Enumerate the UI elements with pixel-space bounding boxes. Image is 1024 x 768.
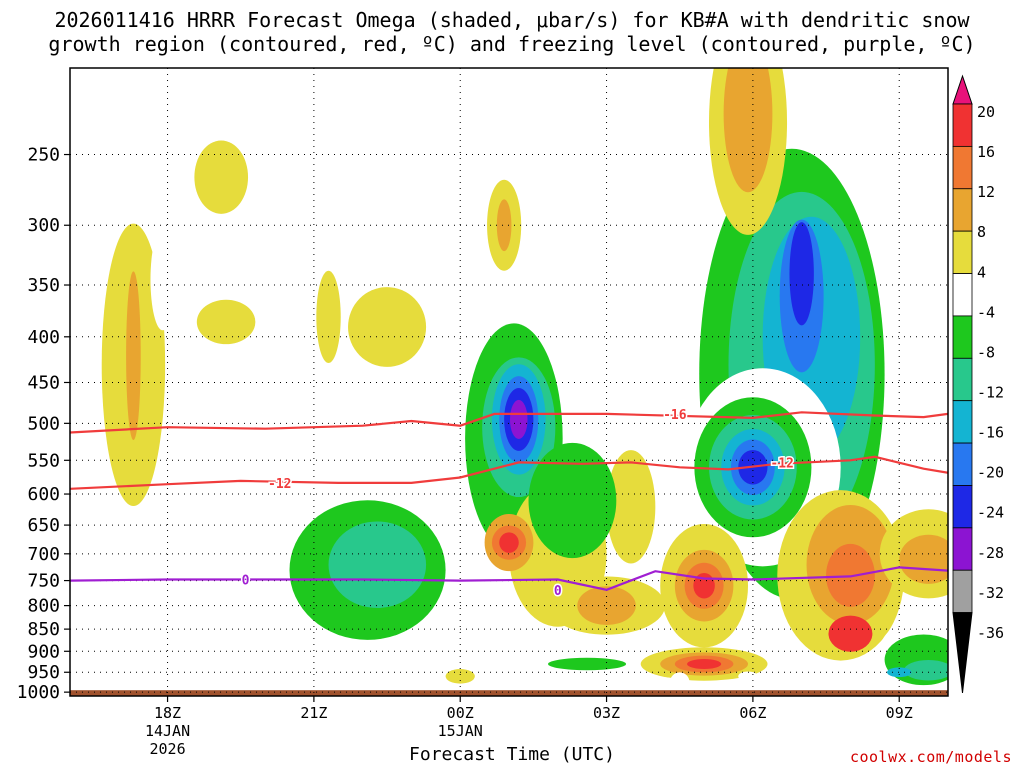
omega-region <box>669 672 690 693</box>
omega-region <box>738 671 758 682</box>
y-tick-label: 750 <box>27 571 60 592</box>
colorbar-swatch <box>952 527 973 571</box>
omega-region <box>445 669 475 684</box>
omega-region <box>496 199 512 252</box>
colorbar-swatch <box>952 569 973 614</box>
omega-region <box>899 534 948 584</box>
x-tick-label: 18Z <box>154 704 181 722</box>
omega-region <box>499 532 519 553</box>
omega-region <box>548 657 627 671</box>
colorbar-label: 12 <box>977 183 995 201</box>
y-tick-label: 950 <box>27 662 60 683</box>
x-tick-label: 06Z <box>739 704 766 722</box>
colorbar-swatch <box>952 273 973 317</box>
y-tick-label: 300 <box>27 215 60 236</box>
colorbar-label: 4 <box>977 263 986 281</box>
y-tick-label: 500 <box>27 413 60 434</box>
colorbar-label: -24 <box>977 504 1004 522</box>
colorbar-label: -12 <box>977 384 1004 402</box>
ground-surface <box>70 690 948 696</box>
y-tick-label: 900 <box>27 641 60 662</box>
contour-label: 0 <box>554 584 562 599</box>
colorbar-label: 8 <box>977 223 986 241</box>
omega-region <box>904 659 948 681</box>
y-tick-label: 1000 <box>17 682 60 703</box>
omega-region <box>528 674 685 691</box>
contour-line-minus16 <box>70 411 948 434</box>
y-tick-label: 550 <box>27 450 60 471</box>
x-tick-label: 2026 <box>149 740 185 758</box>
omega-region <box>887 667 912 678</box>
colorbar-swatch <box>952 442 973 486</box>
colorbar-swatch <box>952 485 973 529</box>
contour-label: 0 <box>242 574 250 589</box>
contour-label: -16 <box>663 408 687 423</box>
contour-line-minus12 <box>70 455 948 490</box>
colorbar-swatch <box>952 103 973 147</box>
contour-label: -12 <box>268 477 291 492</box>
omega-region <box>196 299 256 345</box>
omega-region <box>328 521 427 609</box>
omega-region <box>316 270 341 364</box>
colorbar-swatch <box>952 230 973 274</box>
omega-region <box>528 442 617 559</box>
omega-region <box>723 68 773 193</box>
omega-region <box>606 450 656 564</box>
x-axis-title: Forecast Time (UTC) <box>409 744 615 765</box>
omega-region <box>687 658 722 670</box>
colorbar-label: 20 <box>977 103 995 121</box>
omega-region <box>126 271 141 441</box>
y-tick-label: 700 <box>27 544 60 565</box>
x-tick-label: 00Z <box>447 704 474 722</box>
omega-region <box>194 140 249 214</box>
x-tick-label: 03Z <box>593 704 620 722</box>
colorbar-label: -8 <box>977 343 995 361</box>
omega-shading <box>70 68 948 696</box>
chart-title-line-2: growth region (contoured, red, ºC) and f… <box>48 32 976 56</box>
colorbar-label: -28 <box>977 544 1004 562</box>
omega-region <box>577 586 636 626</box>
y-tick-label: 850 <box>27 619 60 640</box>
x-tick-label: 21Z <box>300 704 327 722</box>
contour-line-0 <box>70 566 948 591</box>
omega-region <box>459 139 471 311</box>
colorbar: 20 16 12 8 4 -4 -8 -12 -16 -20 -24 -28 -32 -36 <box>952 74 1004 694</box>
omega-region <box>126 654 151 670</box>
x-tick-label: 15JAN <box>438 722 483 740</box>
chart-title-line-1: 2026011416 HRRR Forecast Omega (shaded, … <box>54 8 970 32</box>
omega-region <box>157 535 207 647</box>
omega-region <box>789 222 814 326</box>
omega-region <box>348 287 427 367</box>
omega-region <box>509 399 528 440</box>
y-tick-label: 450 <box>27 372 60 393</box>
colorbar-bottom-arrow <box>952 612 973 694</box>
colorbar-label: 16 <box>977 143 995 161</box>
colorbar-label: -4 <box>977 303 995 321</box>
y-tick-label: 800 <box>27 596 60 617</box>
colorbar-label: -16 <box>977 424 1004 442</box>
colorbar-swatch <box>952 145 973 190</box>
y-tick-label: 650 <box>27 515 60 536</box>
contour-label: -12 <box>770 456 793 471</box>
colorbar-label: -32 <box>977 584 1004 602</box>
colorbar-top-arrow <box>952 74 973 105</box>
x-tick-label: 14JAN <box>145 722 190 740</box>
colorbar-swatch <box>952 400 973 444</box>
omega-region <box>828 615 873 652</box>
credit-label: coolwx.com/models <box>849 748 1012 766</box>
y-tick-label: 350 <box>27 275 60 296</box>
y-tick-label: 600 <box>27 484 60 505</box>
colorbar-swatch <box>952 357 973 402</box>
x-tick-label: 09Z <box>886 704 913 722</box>
y-tick-label: 400 <box>27 327 60 348</box>
colorbar-swatch <box>952 315 973 359</box>
y-tick-label: 250 <box>27 145 60 166</box>
omega-region <box>150 228 175 331</box>
colorbar-label: -36 <box>977 624 1004 642</box>
colorbar-label: -20 <box>977 464 1004 482</box>
colorbar-swatch <box>952 188 973 232</box>
